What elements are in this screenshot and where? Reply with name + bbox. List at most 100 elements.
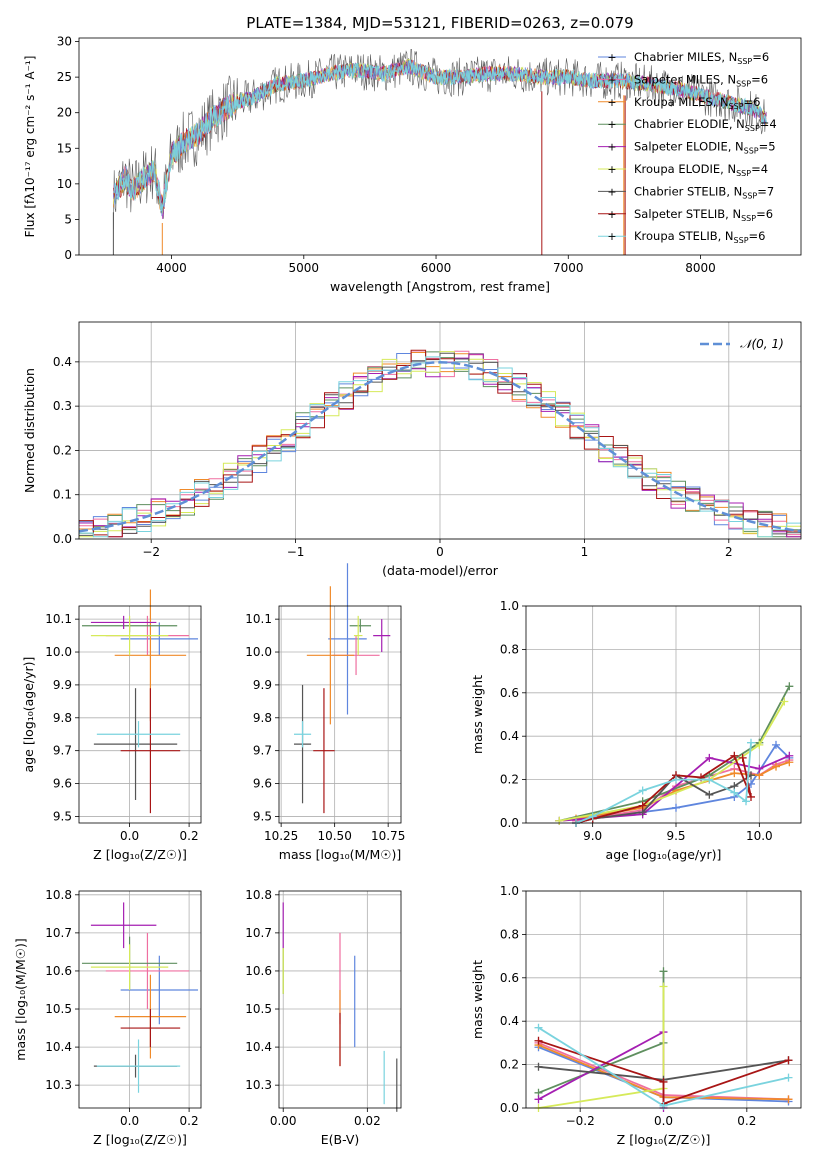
mass-weight-marker [705,790,714,799]
y-tick-label: 0.6 [500,971,519,985]
y-tick-label: 10.8 [245,888,272,902]
y-tick-label: 10.0 [45,645,72,659]
y-tick-label: 10.1 [245,612,272,626]
y-tick-label: 9.8 [53,711,72,725]
legend-label: Salpeter STELIB, NSSP=6 [634,207,773,223]
mass-weight-marker [784,1073,793,1082]
axes-frame [78,890,202,1109]
mass-weight-marker [755,740,764,749]
x-axis-label: age [log₁₀(age/yr)] [606,847,722,862]
axes-frame [278,605,402,824]
legend-marker: + [607,208,616,221]
x-tick-label: 9.0 [583,829,602,843]
y-tick-label: 10.3 [45,1078,72,1092]
x-axis-label: Z [log₁₀(Z/Z☉)] [617,1132,711,1147]
y-tick-label: 10.5 [45,1002,72,1016]
y-tick-label: 10.4 [245,1040,272,1054]
panels: 4000 5000 6000 7000 8000051015202530waveleng… [13,35,802,1147]
y-tick-label: 10.1 [45,612,72,626]
figure-title: PLATE=1384, MJD=53121, FIBERID=0263, z=0… [246,14,633,32]
y-tick-label: 1.0 [500,884,519,898]
mass-weight-marker [555,816,564,825]
legend-label-sub: SSP [744,147,759,156]
y-tick-label: 0.6 [500,686,519,700]
legend-label: Kroupa MILES, NSSP=6 [634,95,760,111]
legend-label-main: Chabrier MILES, N [634,50,737,64]
y-tick-label: 10.7 [45,926,72,940]
plot-area: 𝒩(0, 1) [78,337,802,538]
y-tick-label: 0.4 [500,729,519,743]
y-tick-label: 10 [57,177,72,191]
y-tick-label: 1.0 [500,599,519,613]
legend-label-end: =6 [749,229,766,243]
x-tick-label: 0.0 [120,829,139,843]
mass-weight-line [538,1039,789,1105]
histogram-series [79,356,801,538]
legend-label: Chabrier STELIB, NSSP=7 [634,184,774,200]
y-tick-label: 9.9 [53,678,72,692]
mass-weight-line [559,754,790,822]
mass-weight-marker [672,775,680,784]
legend-label-end: =5 [759,140,776,154]
legend-label-main: Kroupa STELIB, N [634,229,734,243]
legend-label-end: =6 [756,207,773,221]
legend-label: Salpeter ELODIE, NSSP=5 [634,140,776,156]
axes-frame [525,890,802,1109]
legend-label: Chabrier MILES, NSSP=6 [634,50,769,66]
y-axis-label: age [log₁₀(age/yr)] [21,657,36,773]
legend-label-main: Salpeter STELIB, N [634,207,741,221]
y-tick-label: 0.0 [500,816,519,830]
mass-weight-marker [659,1101,668,1110]
panel-residuals: −2 −1 0 1 2 0.0 0.1 0.2 0.3 0.4 (data-model)/error… [22,321,802,578]
spectrum-series-line [113,59,767,210]
x-tick-label: 8000 [685,261,716,275]
x-tick-label: 0.2 [180,1114,199,1128]
y-tick-label: 10.3 [245,1078,272,1092]
panel-mass_weight_vs_Z: −0.2 0.0 0.2 0.0 0.2 0.4 0.6 0.8 1.0 Z [log₁₀(Z/Z… [470,884,802,1147]
mass-weight-marker [534,1023,543,1032]
mass-weight-marker [747,792,755,801]
legend-label-sub: SSP [741,214,756,223]
y-tick-label: 10.6 [245,964,272,978]
mass-weight-marker [747,738,755,747]
x-tick-label: 6000 [421,261,452,275]
x-axis-label: Z [log₁₀(Z/Z☉)] [93,847,187,862]
plot-area [81,902,199,1093]
x-axis-label: E(B-V) [321,1132,360,1147]
legend-label-sub: SSP [734,236,749,245]
mass-weight-line [559,685,791,822]
mass-weight-marker [780,697,789,706]
mass-weight-marker [784,1095,793,1104]
y-tick-label: 0.2 [53,443,72,457]
mass-weight-marker [785,682,794,691]
legend-label-end: =6 [752,50,769,64]
x-tick-label: 4000 [156,261,187,275]
panel-age_vs_mass: 10.25 10.50 10.75 9.5 9.6 9.7 9.8 9.9 10.0 10.1 ma… [245,563,405,862]
plot-area [282,902,398,1112]
axes-frame [278,890,402,1109]
legend-marker: + [607,118,616,131]
y-tick-label: 0.2 [500,773,519,787]
mass-weight-marker [730,769,739,778]
y-tick-label: 9.7 [253,744,272,758]
mass-weight-marker [534,1036,543,1045]
x-tick-label: 10.75 [371,829,405,843]
x-axis-label: mass [log₁₀(M/M☉)] [279,847,401,862]
mass-weight-marker [534,1062,543,1071]
y-tick-label: 15 [57,141,72,155]
x-tick-label: 10.25 [264,829,298,843]
panel-spectrum: 4000 5000 6000 7000 8000 0 5 10 15 20 25 30 waveleng… [23,35,802,294]
legend-marker: + [607,141,616,154]
axes-frame [78,605,202,824]
y-tick-label: 10.4 [45,1040,72,1054]
legend-marker: + [607,185,616,198]
plot-area: + Chabrier MILES, NSSP=6+ Salpeter MILES, … [112,49,777,255]
legend-label-end: =4 [751,162,768,176]
y-tick-label: 25 [57,70,72,84]
y-tick-label: 20 [57,106,72,120]
legend-label-main: Salpeter MILES, N [634,72,736,86]
mass-weight-marker [730,788,739,797]
x-tick-label: 0.00 [270,1114,297,1128]
x-tick-label: 0.2 [180,829,199,843]
